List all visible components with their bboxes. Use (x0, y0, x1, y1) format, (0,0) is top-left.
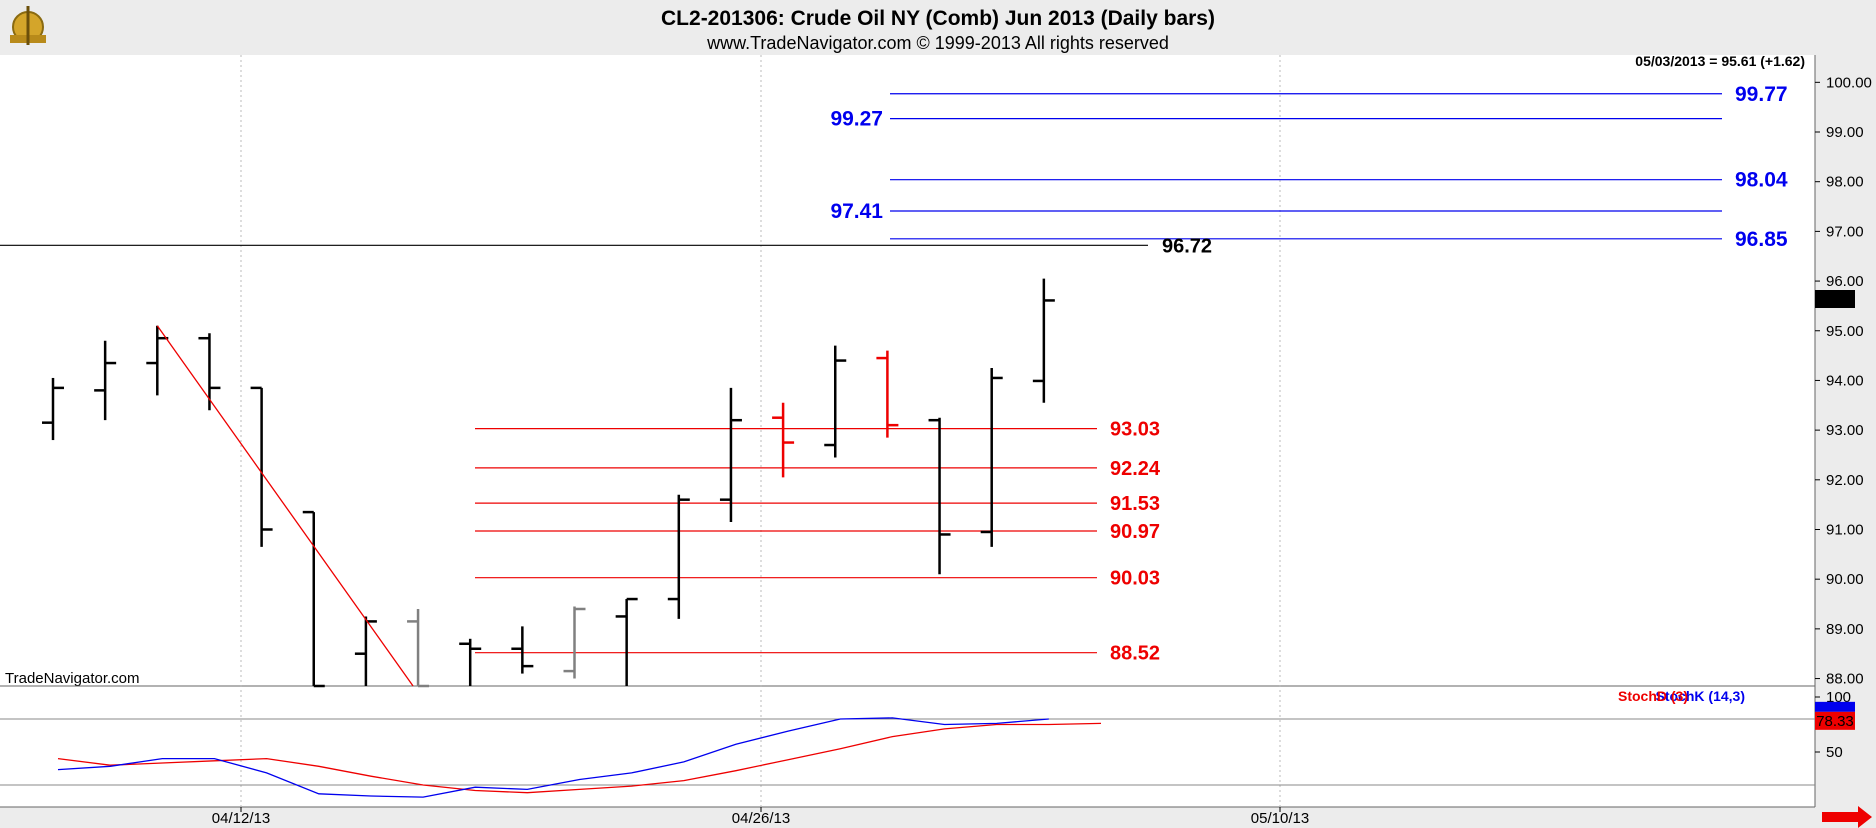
price-tick-label: 99.00 (1826, 124, 1864, 141)
date-tick-label: 04/26/13 (732, 810, 790, 827)
price-bars (42, 278, 1055, 688)
stoch-tick-label: 100 (1826, 689, 1851, 706)
downtrend-line (156, 325, 414, 687)
scroll-right-arrow-icon[interactable] (1822, 806, 1872, 828)
trendline (156, 325, 414, 687)
fibonacci-levels: 99.77 99.27 98.04 97.41 96.85 96.72 93.03 92.24… (0, 83, 1788, 665)
trade-navigator-logo-icon[interactable] (10, 6, 46, 45)
resistance-level-label: 96.72 (1162, 235, 1212, 257)
ohlc-bar (980, 368, 1003, 547)
fib-level-label-red: 90.03 (1110, 568, 1160, 590)
ohlc-bar (615, 597, 638, 686)
stochd-last-tag (1815, 711, 1855, 730)
ohlc-bar (824, 345, 847, 458)
grid-lines (240, 55, 1281, 807)
fib-level-label-blue: 99.77 (1735, 83, 1788, 106)
stochk-last-tag (1815, 701, 1855, 712)
ohlc-bar (772, 402, 795, 478)
ohlc-bar (511, 626, 534, 674)
price-axis-panel (1815, 55, 1876, 828)
stoch-series-line (57, 717, 1049, 798)
ohlc-bar (459, 638, 482, 686)
copyright-subtitle: www.TradeNavigator.com © 1999-2013 All r… (706, 33, 1169, 53)
price-tick-label: 94.00 (1826, 372, 1864, 389)
last-price-tag (1815, 290, 1855, 308)
stoch-tick-label: 50 (1826, 744, 1843, 761)
price-tick-label: 92.00 (1826, 472, 1864, 489)
date-tick-label: 05/10/13 (1251, 810, 1309, 827)
title-bar (0, 0, 1876, 55)
price-tick-label: 98.00 (1826, 174, 1864, 191)
fib-level-label-blue: 97.41 (830, 200, 883, 223)
ohlc-bar (719, 387, 742, 523)
fib-level-label-red: 88.52 (1110, 643, 1160, 665)
stochk-label: StochK (14,3) (1656, 688, 1745, 704)
price-tick-label: 95.00 (1826, 323, 1864, 340)
ohlc-bar (42, 377, 64, 441)
last-price-tag-text: 95.61 (1816, 291, 1854, 308)
price-tick-label: 89.00 (1826, 621, 1864, 638)
stochd-last-tag-text: 78.33 (1816, 713, 1854, 730)
price-tick-label: 93.00 (1826, 422, 1864, 439)
stoch-series-line (57, 722, 1102, 794)
price-axis-ticks: 100.00 99.00 98.00 97.00 96.00 95.00 94.00 93.0… (1815, 74, 1872, 688)
price-tick-label: 88.00 (1826, 671, 1864, 688)
fib-level-label-blue: 96.85 (1735, 228, 1788, 251)
price-tick-label: 96.00 (1826, 273, 1864, 290)
ohlc-bar (876, 350, 899, 438)
last-price-info: 05/03/2013 = 95.61 (+1.62) (1635, 53, 1805, 69)
price-tick-label: 100.00 (1826, 74, 1872, 91)
price-tick-label: 90.00 (1826, 571, 1864, 588)
ohlc-bar (563, 606, 586, 679)
fib-level-label-red: 90.97 (1110, 521, 1160, 543)
ohlc-bar (302, 510, 325, 688)
ohlc-bar (94, 340, 117, 421)
fib-level-label-blue: 99.27 (830, 108, 883, 131)
fib-level-label-red: 92.24 (1110, 458, 1161, 480)
chart-title: CL2-201306: Crude Oil NY (Comb) Jun 2013… (661, 7, 1215, 30)
ohlc-bar (198, 333, 221, 411)
fib-level-label-red: 91.53 (1110, 493, 1160, 515)
stochd-label: StochD (3) (1618, 688, 1688, 704)
watermark-text: TradeNavigator.com (5, 670, 140, 687)
ohlc-bar (667, 494, 690, 619)
fib-level-label-blue: 98.04 (1735, 169, 1788, 192)
date-axis-panel (0, 807, 1876, 828)
ohlc-bar (928, 417, 951, 575)
ohlc-bar (250, 386, 273, 547)
stochastic-panel: 100 50 78.33 (0, 689, 1855, 798)
date-axis-ticks: 04/12/13 04/26/13 05/10/13 (212, 807, 1309, 827)
price-tick-label: 97.00 (1826, 223, 1864, 240)
date-tick-label: 04/12/13 (212, 810, 270, 827)
ohlc-bar (407, 608, 430, 688)
fib-level-label-red: 93.03 (1110, 419, 1160, 441)
price-tick-label: 91.00 (1826, 521, 1864, 538)
ohlc-bar (1032, 278, 1055, 403)
